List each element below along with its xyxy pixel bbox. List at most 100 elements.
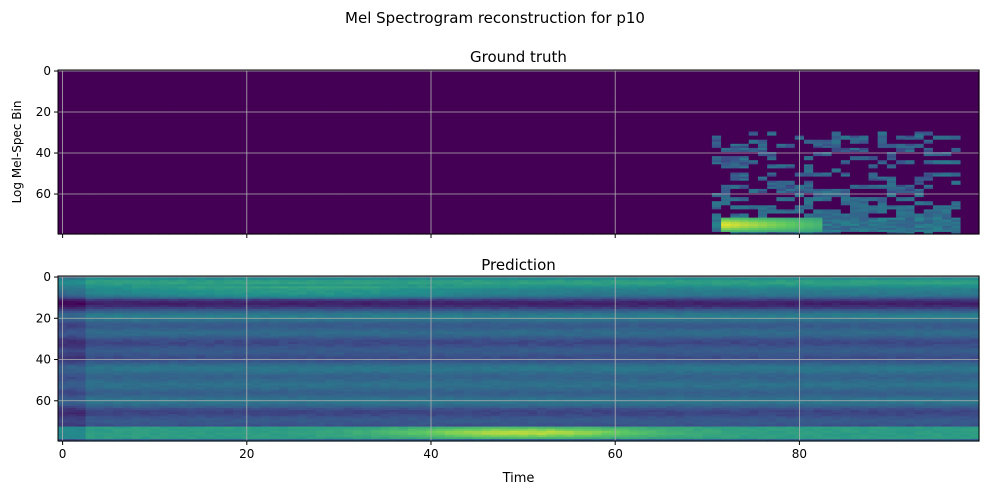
heatmap-cell (509, 135, 520, 139)
heatmap-cell (306, 217, 317, 221)
heatmap-cell (223, 102, 234, 106)
heatmap-cell (490, 164, 501, 167)
heatmap-cell (546, 127, 556, 131)
heatmap-cell (260, 80, 271, 83)
heatmap-cell (177, 98, 188, 102)
heatmap-cell (186, 135, 197, 139)
heatmap-cell (196, 172, 206, 176)
heatmap-cell (269, 137, 280, 141)
heatmap-cell (150, 195, 160, 198)
heatmap-cell (205, 123, 216, 126)
heatmap-cell (150, 147, 160, 151)
heatmap-cell (306, 176, 317, 180)
heatmap-cell (481, 129, 492, 133)
heatmap-cell (214, 170, 225, 174)
heatmap-cell (546, 78, 556, 81)
heatmap-cell (214, 190, 225, 194)
heatmap-cell (214, 92, 225, 96)
heatmap-cell (85, 98, 96, 102)
heatmap-cell (315, 76, 326, 79)
heatmap-cell (527, 147, 538, 151)
heatmap-cell (352, 125, 363, 128)
heatmap-cell (94, 190, 105, 194)
heatmap-cell (573, 207, 584, 210)
heatmap-cell (444, 115, 455, 118)
heatmap-cell (435, 104, 446, 108)
heatmap-cell (546, 231, 556, 235)
heatmap-cell (177, 213, 188, 217)
heatmap-cell (76, 221, 87, 225)
heatmap-cell (260, 147, 271, 151)
heatmap-cell (186, 80, 197, 83)
heatmap-cell (131, 129, 142, 133)
heatmap-cell (140, 100, 151, 104)
heatmap-cell (232, 168, 243, 172)
heatmap-cell (564, 115, 575, 118)
heatmap-cell (113, 108, 124, 112)
heatmap-cell (131, 88, 142, 92)
heatmap-cell (417, 139, 427, 143)
heatmap-cell (417, 188, 427, 192)
heatmap-cell (629, 104, 639, 108)
heatmap-cell (619, 231, 630, 235)
heatmap-cell (159, 108, 170, 112)
heatmap-cell (500, 207, 510, 210)
heatmap-cell (361, 154, 372, 157)
heatmap-cell (417, 221, 427, 225)
heatmap-cell (279, 145, 289, 149)
heatmap-cell (269, 178, 280, 182)
heatmap-cell (546, 178, 556, 182)
heatmap-cell (546, 137, 556, 141)
heatmap-cell (232, 74, 243, 77)
heatmap-cell (122, 86, 133, 90)
heatmap-cell (573, 121, 584, 124)
heatmap-cell (352, 182, 363, 186)
heatmap-cell (490, 127, 501, 131)
heatmap-cell (76, 215, 87, 219)
heatmap-cell (334, 119, 345, 122)
heatmap-cell (361, 147, 372, 151)
heatmap-cell (555, 225, 566, 229)
heatmap-cell (122, 137, 133, 141)
heatmap-cell (500, 231, 510, 235)
heatmap-cell (288, 86, 299, 90)
heatmap-cell (297, 213, 308, 217)
heatmap-cell (417, 121, 427, 124)
heatmap-cell (389, 158, 400, 161)
heatmap-cell (251, 229, 262, 233)
heatmap-cell (444, 74, 455, 77)
heatmap-cell (297, 78, 308, 81)
heatmap-cell (196, 92, 206, 96)
heatmap-cell (444, 143, 455, 147)
heatmap-cell (306, 76, 317, 79)
heatmap-cell (619, 170, 630, 174)
heatmap-cell (398, 98, 409, 102)
heatmap-cell (536, 143, 547, 147)
heatmap-cell (500, 219, 510, 223)
heatmap-cell (150, 125, 160, 128)
heatmap-cell (463, 156, 474, 159)
heatmap-cell (104, 221, 114, 225)
heatmap-cell (168, 215, 179, 219)
heatmap-cell (592, 180, 602, 184)
heatmap-cell (481, 94, 492, 98)
heatmap-cell (279, 201, 289, 204)
heatmap-cell (168, 166, 179, 169)
heatmap-cell (325, 160, 335, 163)
heatmap-cell (150, 102, 160, 106)
heatmap-cell (380, 172, 391, 176)
heatmap-cell (536, 225, 547, 229)
heatmap-cell (361, 197, 372, 200)
heatmap-cell (555, 137, 566, 141)
heatmap-cell (407, 178, 418, 182)
heatmap-cell (407, 149, 418, 153)
heatmap-cell (398, 199, 409, 202)
heatmap-cell (389, 143, 400, 147)
heatmap-cell (398, 82, 409, 85)
heatmap-cell (196, 154, 206, 157)
heatmap-cell (536, 106, 547, 110)
heatmap-cell (407, 188, 418, 192)
heatmap-cell (619, 133, 630, 137)
heatmap-cell (104, 158, 114, 161)
heatmap-cell (122, 203, 133, 206)
